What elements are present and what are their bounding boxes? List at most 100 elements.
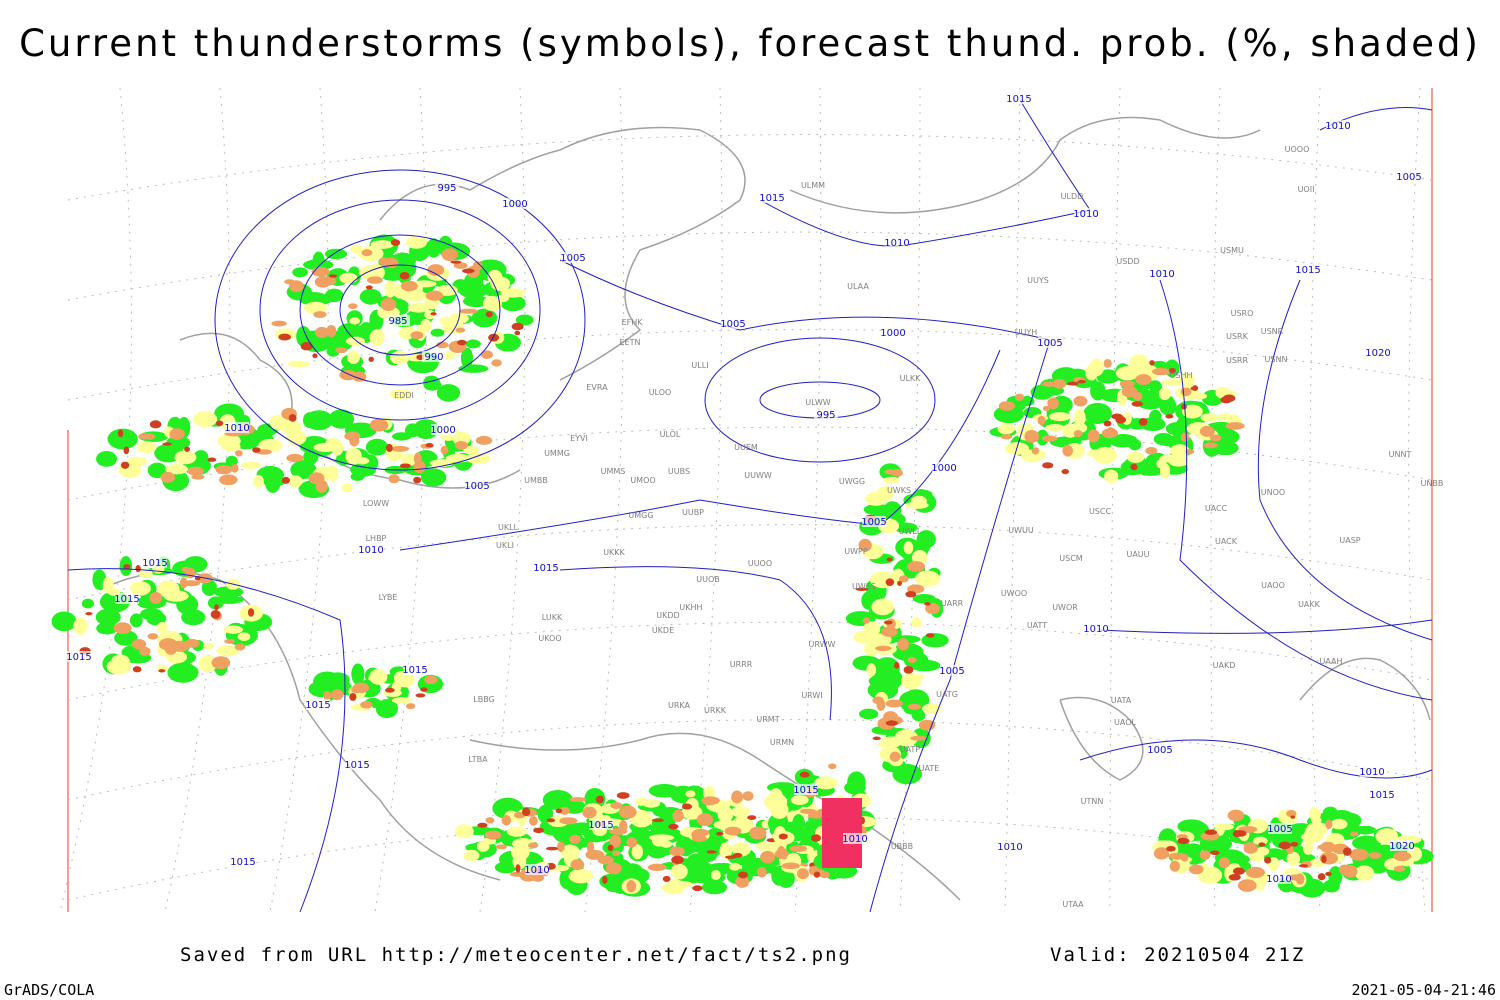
probability-shade: [998, 401, 1015, 411]
station-code: UKOO: [538, 634, 561, 643]
probability-shade: [910, 617, 922, 628]
station-code: UWGG: [839, 477, 865, 486]
probability-shade: [701, 796, 720, 805]
isobar-label: 1010: [997, 842, 1022, 853]
station-code: UMBB: [524, 476, 548, 485]
probability-shade: [515, 864, 521, 873]
isobar-label: 1005: [560, 253, 585, 264]
probability-shade: [287, 360, 310, 368]
probability-shade: [365, 263, 385, 282]
probability-shade: [331, 339, 344, 348]
probability-shade: [1041, 381, 1058, 387]
probability-shade: [1168, 367, 1176, 374]
station-code: USCM: [1059, 554, 1083, 563]
coastline: [469, 732, 961, 901]
station-code: ULKK: [900, 374, 922, 383]
station-code: UWLL: [899, 527, 922, 536]
isobar-label: 1015: [793, 785, 818, 796]
station-code: UBBB: [891, 842, 913, 851]
probability-shade: [1218, 857, 1230, 869]
probability-shade: [883, 476, 900, 484]
isobar: [399, 349, 1001, 551]
probability-shade: [1101, 428, 1119, 439]
probability-shade: [747, 815, 757, 820]
isobar: [1079, 739, 1433, 779]
station-code: UKHH: [679, 603, 702, 612]
probability-shade: [1203, 442, 1218, 449]
label-bg: [721, 318, 745, 329]
station-code: ULAA: [847, 282, 869, 291]
station-code: USMU: [1220, 246, 1244, 255]
probability-shade: [865, 491, 887, 506]
probability-shade: [430, 312, 437, 316]
label-bg: [1296, 264, 1320, 275]
probability-shade: [1200, 413, 1219, 422]
probability-shade: [286, 429, 307, 446]
probability-shade: [1180, 387, 1192, 397]
isobar-label: 1000: [502, 199, 527, 210]
probability-shade: [1286, 851, 1301, 867]
label-bg: [1360, 766, 1384, 777]
station-code: UUOO: [748, 559, 772, 568]
graticule: [1004, 87, 1021, 913]
station-code: URMT: [756, 715, 779, 724]
label-bg: [431, 424, 455, 435]
probability-shade: [885, 720, 898, 726]
probability-shade: [1156, 458, 1166, 469]
probability-shade: [427, 264, 445, 276]
isobar-label: 1005: [861, 517, 886, 528]
probability-shade: [390, 239, 401, 246]
label-bg: [843, 833, 867, 844]
probability-shade: [1325, 819, 1333, 830]
probability-shade: [605, 862, 622, 875]
probability-shade: [560, 844, 580, 860]
station-code: UAUU: [1126, 550, 1149, 559]
probability-shade: [278, 333, 292, 341]
probability-shade: [494, 861, 517, 874]
probability-shade: [1177, 837, 1190, 845]
probability-shade: [1181, 403, 1187, 410]
isobar: [339, 264, 461, 356]
probability-shade: [1073, 430, 1083, 438]
probability-shade: [1041, 435, 1058, 442]
probability-shade: [464, 272, 484, 290]
probability-shade: [1153, 432, 1173, 446]
probability-shade: [1321, 855, 1327, 864]
probability-shade: [514, 330, 521, 336]
station-code: UASP: [1339, 536, 1360, 545]
probability-shade: [1302, 839, 1313, 855]
probability-shade: [872, 696, 884, 705]
station-code: UAKK: [1298, 600, 1321, 609]
station-code: ULOL: [660, 430, 681, 439]
probability-shade: [719, 842, 732, 859]
probability-shade: [463, 445, 480, 455]
probability-shade: [235, 450, 243, 457]
station-code: UWSS: [852, 582, 876, 591]
probability-shade: [797, 868, 809, 880]
probability-shade: [546, 846, 559, 851]
probability-shade: [903, 666, 914, 674]
probability-shade: [495, 844, 508, 850]
probability-shade: [1129, 354, 1150, 372]
probability-shade: [799, 808, 817, 814]
probability-shade: [477, 822, 488, 828]
probability-shade: [521, 807, 531, 817]
probability-shade: [210, 610, 221, 619]
probability-shade: [668, 823, 679, 830]
probability-shade: [914, 570, 941, 587]
probability-shade: [557, 841, 565, 853]
probability-shade: [114, 630, 138, 646]
station-code: LYBE: [379, 593, 398, 602]
probability-shade: [731, 790, 743, 804]
isobar-label: 1010: [1359, 767, 1384, 778]
probability-shade: [1130, 463, 1138, 471]
probability-shade: [331, 689, 344, 701]
station-code: LOWW: [363, 499, 389, 508]
probability-shade: [466, 452, 490, 465]
probability-shade: [568, 868, 594, 884]
probability-shade: [501, 814, 512, 826]
station-code: UUYS: [1027, 276, 1049, 285]
probability-shade: [1258, 842, 1266, 847]
probability-shade: [487, 269, 503, 284]
probability-shade: [529, 816, 538, 826]
